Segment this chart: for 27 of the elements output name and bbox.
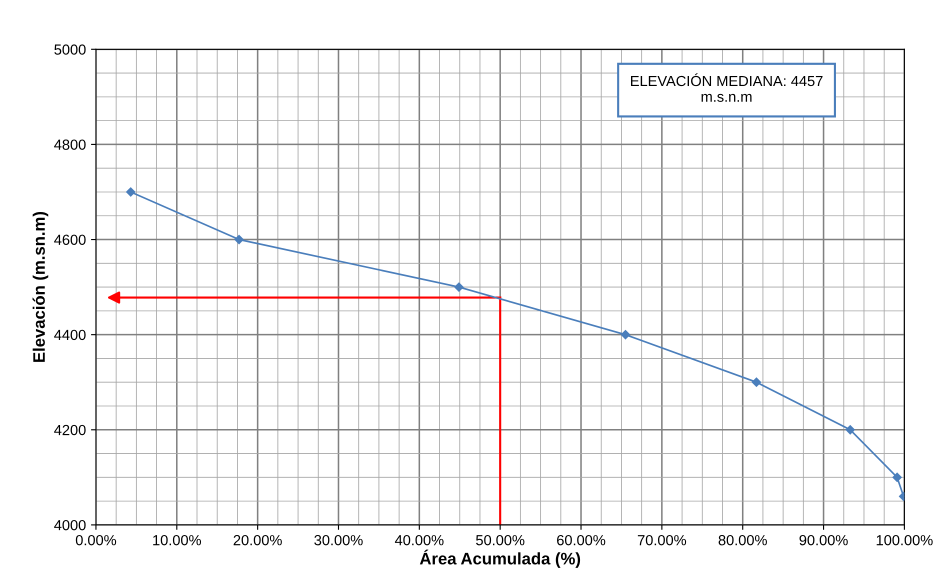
x-tick-label: 30.00% bbox=[314, 535, 363, 546]
y-tick-label: 4600 bbox=[54, 234, 86, 245]
point bbox=[126, 187, 136, 197]
point bbox=[234, 234, 244, 244]
point bbox=[752, 378, 762, 387]
y-tick-label: 4200 bbox=[54, 424, 86, 436]
x-tick-label: 40.00% bbox=[394, 535, 444, 546]
x-tick-label: 0.00% bbox=[76, 535, 116, 546]
point bbox=[892, 472, 902, 482]
y-tick-label: 4000 bbox=[54, 520, 86, 530]
x-tick-label: 80.00% bbox=[718, 535, 767, 546]
y-tick-label: 5000 bbox=[54, 44, 86, 55]
x-tick-label: 50.00% bbox=[476, 535, 524, 546]
x-tick-label: 90.00% bbox=[800, 535, 848, 546]
x-tick-label: 10.00% bbox=[153, 535, 202, 546]
annotation: ELEVACIÓN MEDIANA: 4457 m.s.n.m bbox=[631, 73, 823, 102]
point bbox=[846, 425, 855, 434]
x-tick-label: 60.00% bbox=[557, 535, 606, 546]
point bbox=[620, 330, 630, 340]
x-axis-title: Área Acumulada (%) bbox=[420, 550, 580, 568]
y-axis-title: Elevación (m.sn.m) bbox=[32, 212, 48, 362]
y-tick-label: 4400 bbox=[54, 330, 86, 340]
x-tick-label: 70.00% bbox=[638, 535, 686, 546]
point bbox=[454, 282, 464, 292]
y-tick-label: 4800 bbox=[54, 140, 86, 150]
x-tick-label: 100.00% bbox=[876, 535, 933, 546]
x-tick-label: 20.00% bbox=[234, 535, 282, 546]
